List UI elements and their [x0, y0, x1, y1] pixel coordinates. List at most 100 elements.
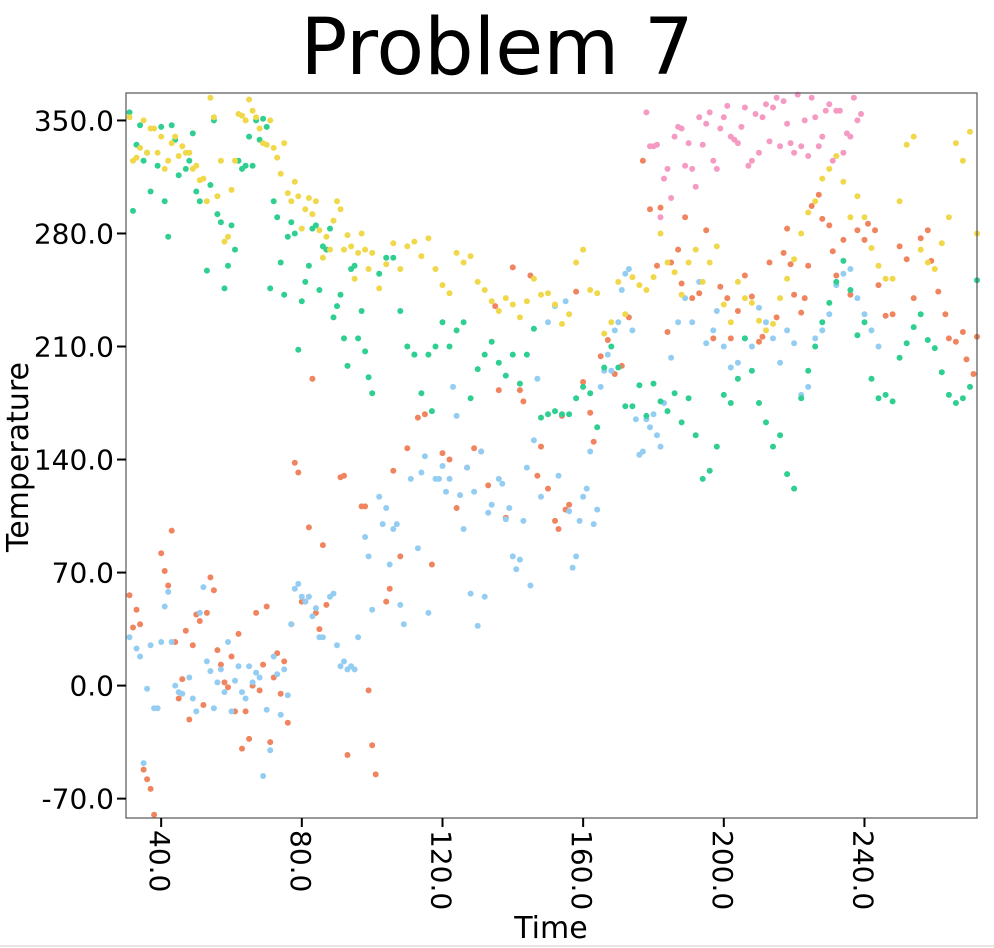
data-point-series-2 — [355, 634, 362, 641]
data-point-series-3 — [692, 432, 699, 439]
data-point-series-1 — [492, 303, 499, 310]
data-point-series-1 — [260, 661, 267, 668]
data-point-series-2 — [713, 308, 720, 314]
data-point-series-4 — [291, 178, 298, 185]
data-point-series-4 — [615, 278, 622, 285]
data-point-series-5 — [717, 125, 724, 132]
data-point-series-3 — [158, 123, 165, 130]
data-point-series-2 — [249, 679, 256, 686]
data-point-series-3 — [847, 287, 854, 293]
data-point-series-5 — [643, 109, 650, 116]
data-point-series-3 — [446, 343, 453, 350]
data-point-series-4 — [854, 193, 861, 200]
data-point-series-4 — [636, 282, 643, 289]
data-point-series-2 — [720, 343, 727, 350]
data-point-series-1 — [829, 248, 836, 255]
data-point-series-4 — [664, 259, 671, 266]
data-point-series-1 — [566, 501, 573, 508]
data-point-series-2 — [390, 526, 397, 532]
data-point-series-1 — [538, 443, 544, 450]
data-point-series-2 — [383, 505, 390, 511]
data-point-series-3 — [530, 325, 537, 332]
data-point-series-1 — [590, 438, 597, 445]
data-point-series-2 — [369, 606, 376, 613]
data-point-series-3 — [699, 475, 706, 482]
data-point-series-1 — [362, 503, 369, 510]
data-point-series-4 — [305, 195, 312, 201]
data-point-series-2 — [840, 270, 847, 277]
data-point-series-2 — [513, 566, 520, 573]
data-point-series-2 — [467, 590, 474, 597]
data-point-series-2 — [689, 319, 696, 326]
data-point-series-2 — [538, 493, 544, 500]
data-point-series-3 — [854, 332, 861, 339]
data-point-series-1 — [748, 293, 755, 300]
data-point-series-5 — [766, 138, 773, 145]
data-point-series-1 — [397, 553, 404, 560]
data-point-series-4 — [643, 287, 650, 293]
data-point-series-2 — [727, 364, 734, 371]
data-point-series-2 — [189, 695, 196, 702]
data-point-series-4 — [161, 165, 168, 172]
data-point-series-3 — [225, 262, 231, 269]
data-point-series-4 — [756, 317, 762, 324]
data-point-series-1 — [710, 335, 717, 342]
data-point-series-1 — [717, 283, 724, 290]
data-point-series-3 — [161, 198, 168, 205]
data-point-series-2 — [217, 666, 224, 673]
data-point-series-1 — [573, 288, 580, 295]
data-point-series-1 — [826, 222, 833, 229]
data-point-series-1 — [882, 312, 889, 319]
data-point-series-4 — [502, 295, 509, 302]
x-tick-label: 240.0 — [847, 830, 880, 910]
data-point-series-4 — [875, 262, 882, 269]
data-point-series-4 — [376, 285, 383, 292]
data-point-series-2 — [281, 666, 288, 673]
data-point-series-2 — [488, 501, 495, 508]
data-point-series-1 — [182, 627, 189, 634]
data-point-series-3 — [277, 259, 284, 266]
chart-title: Problem 7 — [300, 3, 693, 93]
data-point-series-4 — [390, 240, 397, 247]
data-point-series-4 — [917, 246, 924, 253]
data-point-series-3 — [217, 219, 224, 226]
data-point-series-3 — [298, 298, 305, 305]
data-point-series-2 — [196, 609, 203, 616]
data-point-series-2 — [625, 266, 632, 272]
data-point-series-5 — [713, 165, 720, 172]
data-point-series-4 — [509, 301, 516, 308]
data-point-series-4 — [826, 165, 833, 172]
data-point-series-2 — [242, 695, 249, 702]
data-point-series-4 — [967, 128, 973, 135]
data-point-series-1 — [168, 527, 175, 534]
data-point-series-3 — [376, 270, 383, 277]
data-point-series-1 — [221, 679, 228, 686]
data-point-series-2 — [450, 383, 456, 390]
data-point-series-3 — [453, 327, 460, 334]
data-point-series-2 — [330, 590, 337, 597]
data-point-series-2 — [734, 359, 741, 366]
data-point-series-5 — [819, 133, 826, 140]
data-point-series-3 — [917, 311, 924, 318]
data-point-series-3 — [207, 182, 214, 188]
data-point-series-4 — [453, 249, 460, 256]
data-point-series-4 — [256, 125, 263, 132]
data-point-series-1 — [678, 280, 685, 287]
data-point-series-3 — [432, 343, 439, 350]
data-point-series-4 — [657, 230, 664, 237]
data-point-series-3 — [812, 343, 819, 350]
data-point-series-2 — [436, 475, 442, 482]
data-point-series-5 — [780, 98, 787, 105]
data-point-series-5 — [710, 157, 717, 164]
data-point-series-2 — [506, 505, 513, 511]
data-point-series-3 — [727, 400, 734, 406]
data-point-series-1 — [189, 642, 196, 649]
data-point-series-3 — [383, 254, 390, 261]
data-point-series-1 — [225, 684, 231, 691]
data-point-series-2 — [826, 311, 833, 318]
data-point-series-3 — [460, 319, 467, 326]
data-point-series-3 — [552, 408, 558, 415]
data-point-series-4 — [938, 240, 945, 247]
data-point-series-3 — [126, 109, 133, 116]
data-point-series-1 — [386, 585, 393, 592]
